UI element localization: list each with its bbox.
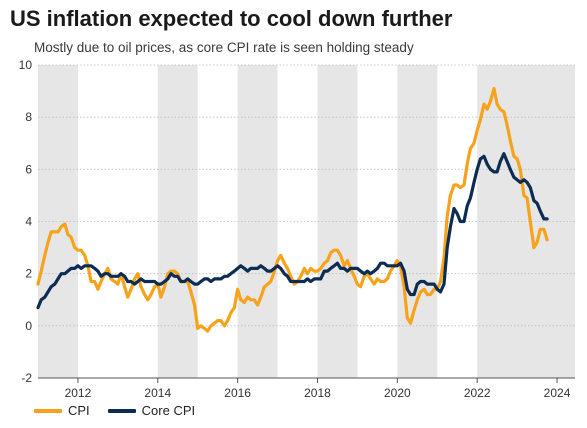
legend-swatch-cpi: [34, 408, 62, 413]
shaded-period-1: [157, 65, 198, 378]
x-tick-label: 2022: [464, 386, 491, 400]
x-tick-label: 2016: [224, 386, 251, 400]
legend-label-core-cpi: Core CPI: [141, 403, 196, 418]
y-tick-label: -2: [21, 371, 32, 385]
y-tick-label: 4: [25, 215, 32, 229]
chart-legend: CPI Core CPI: [34, 403, 195, 418]
chart-subtitle: Mostly due to oil prices, as core CPI ra…: [34, 40, 414, 55]
x-tick-label: 2020: [384, 386, 411, 400]
x-tick-label: 2014: [144, 386, 171, 400]
y-tick-label: 6: [25, 162, 32, 176]
legend-label-cpi: CPI: [68, 403, 90, 418]
series-line-core-cpi: [36, 152, 549, 310]
legend-item-core-cpi: Core CPI: [107, 403, 196, 418]
legend-item-cpi: CPI: [34, 403, 90, 418]
series-line-cpi: [36, 86, 549, 333]
x-tick-label: 2024: [544, 386, 571, 400]
x-tick-label: 2012: [65, 386, 92, 400]
shaded-period-2: [237, 65, 278, 378]
legend-swatch-core-cpi: [107, 408, 136, 413]
y-tick-label: 10: [19, 58, 33, 72]
x-tick-label: 2018: [304, 386, 331, 400]
shaded-period-3: [317, 65, 358, 378]
shaded-period-0: [38, 65, 78, 378]
y-tick-label: 8: [25, 110, 32, 124]
y-tick-label: 0: [25, 319, 32, 333]
chart-title: US inflation expected to cool down furth…: [10, 6, 453, 31]
y-tick-label: 2: [25, 267, 32, 281]
